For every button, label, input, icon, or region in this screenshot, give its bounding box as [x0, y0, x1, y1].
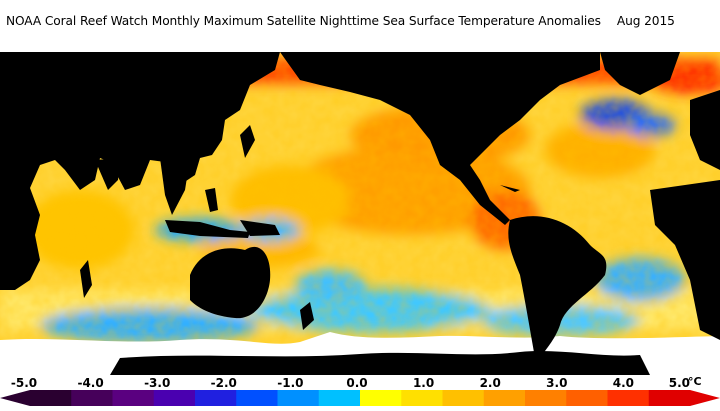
colorbar-cell [483, 390, 526, 406]
colorbar-tick-label: 0.0 [346, 376, 367, 390]
colorbar-cell [566, 390, 608, 406]
colorbar-tick-label: 5.0 [669, 376, 690, 390]
colorbar-tick-label: -1.0 [277, 376, 303, 390]
antarctica-land [110, 351, 650, 375]
colorbar-cell [71, 390, 113, 406]
colorbar-unit: °C [688, 375, 702, 388]
colorbar-tick-label: 1.0 [413, 376, 434, 390]
colorbar-cell [607, 390, 650, 406]
land [0, 52, 720, 358]
colorbar-arrow-left [0, 390, 30, 406]
colorbar-cell [236, 390, 278, 406]
colorbar-tick-label: -2.0 [211, 376, 237, 390]
colorbar-cell [153, 390, 196, 406]
colorbar-tick-labels: -5.0 -4.0 -3.0 -2.0 -1.0 0.0 1.0 2.0 3.0 4.0 5.0 [11, 376, 690, 390]
colorbar-cell [401, 390, 443, 406]
colorbar-cell [525, 390, 567, 406]
title-text: NOAA Coral Reef Watch Monthly Maximum Sa… [6, 14, 601, 28]
colorbar-tick-label: 3.0 [546, 376, 567, 390]
colorbar-cell [30, 390, 72, 406]
map-title: NOAA Coral Reef Watch Monthly Maximum Sa… [6, 14, 675, 28]
colorbar: -5.0 -4.0 -3.0 -2.0 -1.0 0.0 1.0 2.0 3.0 4.0 5.0 °… [0, 375, 720, 406]
colorbar-cell [277, 390, 320, 406]
colorbar-cell [318, 390, 361, 406]
colorbar-cell [112, 390, 155, 406]
colorbar-cell [360, 390, 402, 406]
colorbar-cell [648, 390, 691, 406]
colorbar-tick-label: -5.0 [11, 376, 37, 390]
colorbar-tick-label: -3.0 [144, 376, 170, 390]
colorbar-cells [30, 390, 691, 406]
title-date: Aug 2015 [616, 14, 675, 28]
colorbar-tick-label: 2.0 [480, 376, 501, 390]
colorbar-cell [442, 390, 485, 406]
colorbar-tick-label: -4.0 [77, 376, 103, 390]
colorbar-cell [195, 390, 237, 406]
sst-anomaly-map [0, 40, 720, 375]
colorbar-tick-label: 4.0 [613, 376, 634, 390]
colorbar-arrow-right [690, 390, 720, 406]
